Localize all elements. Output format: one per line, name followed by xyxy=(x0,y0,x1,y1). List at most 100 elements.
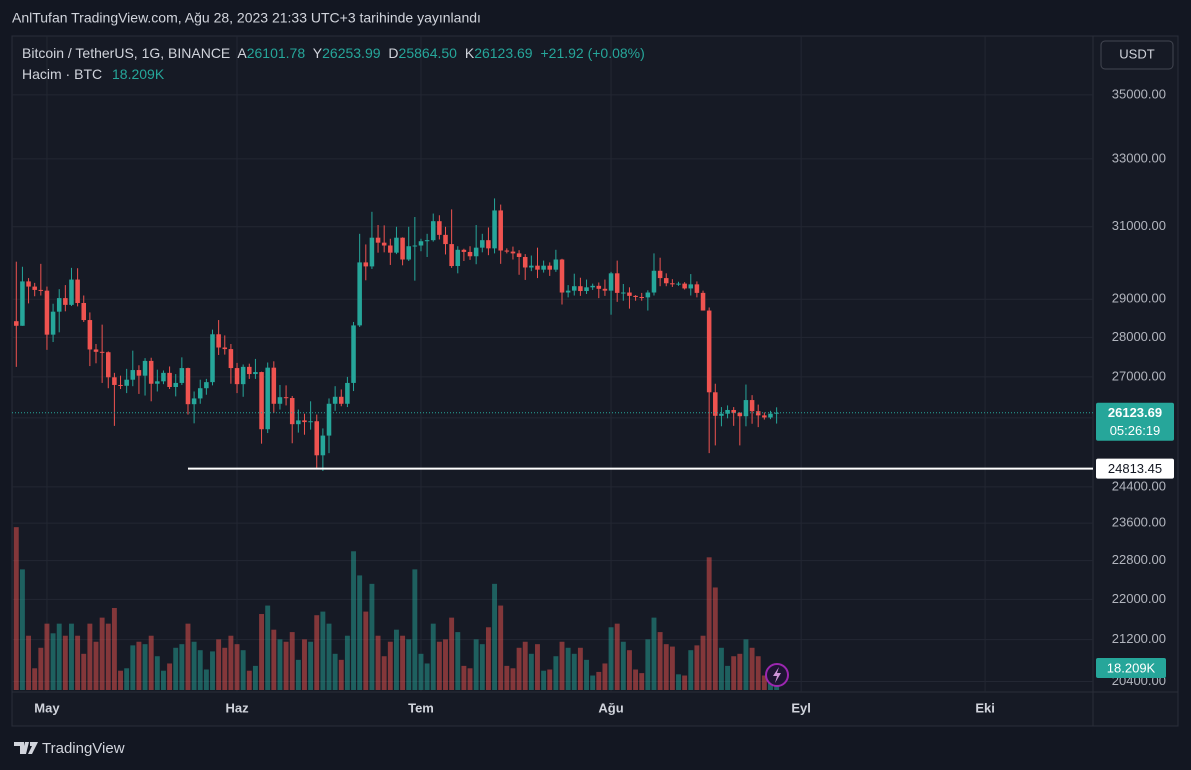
volume-bar xyxy=(222,647,228,690)
candle-body xyxy=(93,349,99,352)
candle-body xyxy=(412,245,418,247)
volume-bar xyxy=(682,675,688,690)
candle-body xyxy=(50,311,56,335)
volume-bar xyxy=(449,617,455,690)
volume-bar xyxy=(160,670,166,690)
volume-bar xyxy=(436,641,442,690)
volume-bar xyxy=(614,623,620,690)
candle-body xyxy=(663,278,669,284)
candle-body xyxy=(357,262,362,326)
y-tick-label: 28000.00 xyxy=(1112,329,1166,344)
volume-bar xyxy=(369,583,375,690)
volume-legend: Hacim · BTC 18.209K xyxy=(22,66,165,82)
volume-bar xyxy=(75,635,81,690)
volume-bar xyxy=(657,632,663,690)
candle-body xyxy=(430,221,436,241)
volume-bar xyxy=(669,646,675,690)
hline-label: 24813.45 xyxy=(1108,461,1162,476)
volume-bar xyxy=(455,632,461,690)
volume-bar xyxy=(302,639,307,690)
volume-bar xyxy=(99,617,105,690)
volume-bar xyxy=(761,675,767,690)
candle-body xyxy=(639,296,644,298)
candle-body xyxy=(38,289,44,291)
candle-body xyxy=(516,253,522,257)
candle-body xyxy=(375,237,381,243)
candle-body xyxy=(105,352,111,378)
volume-title: Hacim · BTC xyxy=(22,66,102,82)
volume-bar xyxy=(283,641,289,690)
volume-bar xyxy=(234,644,240,690)
candle-body xyxy=(774,412,779,414)
volume-bar xyxy=(357,575,363,690)
y-tick-label: 22800.00 xyxy=(1112,552,1166,567)
volume-bar xyxy=(167,663,173,690)
candle-body xyxy=(253,372,258,375)
candle-body xyxy=(768,413,773,418)
volume-bar xyxy=(706,557,712,690)
candle-body xyxy=(216,334,221,348)
volume-bar xyxy=(81,653,87,690)
candle-body xyxy=(443,234,448,245)
candle-body xyxy=(657,270,663,279)
volume-bar xyxy=(633,669,639,690)
candle-body xyxy=(81,302,87,321)
volume-bar xyxy=(547,669,553,690)
volume-bar xyxy=(56,623,62,690)
candle-body xyxy=(75,279,80,303)
volume-bar xyxy=(228,635,234,690)
volume-bar xyxy=(755,656,761,690)
volume-bar xyxy=(252,665,258,690)
candle-body xyxy=(529,265,534,268)
volume-bar xyxy=(565,647,571,690)
volume-bar xyxy=(314,615,320,690)
candle-body xyxy=(247,366,252,375)
candle-body xyxy=(185,368,191,405)
brand-logo xyxy=(14,742,38,754)
volume-bar xyxy=(105,623,111,690)
volume-bar xyxy=(626,650,632,690)
candle-body xyxy=(381,242,387,246)
volume-bar xyxy=(602,663,608,690)
volume-bar xyxy=(479,644,485,690)
x-tick-label: Tem xyxy=(408,700,434,715)
legend-close: 26123.69 xyxy=(474,45,533,61)
currency-button[interactable] xyxy=(1100,40,1174,70)
candle-body xyxy=(222,347,228,350)
volume-bar xyxy=(142,644,148,690)
candle-body xyxy=(277,397,283,404)
legend-high: 26253.99 xyxy=(322,45,381,61)
candle-body xyxy=(706,310,712,393)
candle-body xyxy=(590,285,595,288)
volume-bar xyxy=(700,635,706,690)
hline-label-box xyxy=(1096,458,1174,479)
volume-bar xyxy=(381,656,387,690)
candle-body xyxy=(535,265,540,270)
volume-bar xyxy=(154,656,160,690)
volume-bar xyxy=(179,644,185,690)
volume-bar xyxy=(308,641,314,690)
volume-bar xyxy=(577,647,583,690)
lightning-glyph xyxy=(773,667,781,683)
volume-bar xyxy=(461,665,467,690)
volume-bar xyxy=(510,668,516,690)
legend-open: 26101.78 xyxy=(247,45,306,61)
candle-body xyxy=(627,292,632,296)
volume-bar xyxy=(289,632,295,690)
legend-letter: D xyxy=(388,45,398,61)
volume-bar xyxy=(737,653,743,690)
candle-body xyxy=(565,290,571,293)
volume-layer xyxy=(13,527,780,690)
candle-body xyxy=(621,292,626,294)
volume-bar xyxy=(663,644,669,690)
volume-bar xyxy=(38,647,44,690)
candle-body xyxy=(296,420,301,425)
candle-body xyxy=(486,240,491,249)
y-tick-label: 23600.00 xyxy=(1112,515,1166,530)
candle-body xyxy=(541,265,546,270)
volume-label-box xyxy=(1096,658,1166,679)
candle-body xyxy=(455,249,461,267)
candle-body xyxy=(467,251,473,257)
candle-body xyxy=(388,245,393,253)
volume-bar xyxy=(584,659,589,690)
